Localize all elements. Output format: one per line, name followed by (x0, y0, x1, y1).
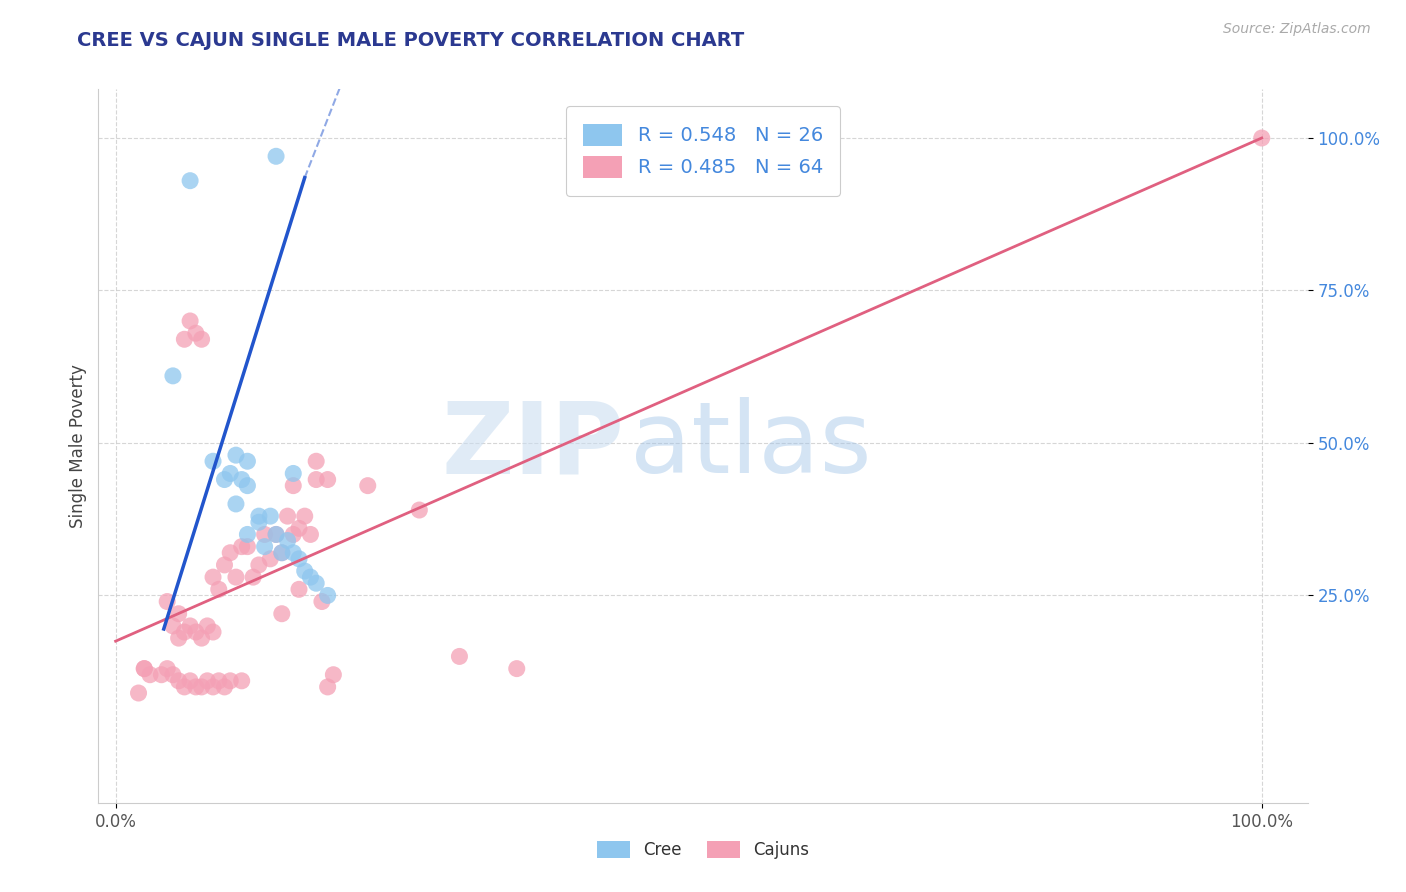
Point (231, 673, 253, 688)
Point (1250, 131, 1272, 145)
Point (506, 662, 529, 676)
Point (311, 594, 333, 608)
Point (162, 667, 184, 681)
Point (316, 680, 339, 694)
Point (283, 467, 305, 481)
Y-axis label: Single Male Poverty: Single Male Poverty (69, 364, 87, 528)
Point (305, 473, 328, 487)
Point (225, 497, 247, 511)
Point (305, 576, 328, 591)
Point (219, 467, 242, 481)
Point (162, 368, 184, 383)
Point (236, 540, 259, 554)
Point (208, 673, 231, 688)
Point (190, 332, 212, 346)
Point (167, 673, 190, 688)
Point (294, 564, 316, 578)
Point (184, 625, 207, 640)
Point (195, 673, 218, 688)
Point (270, 607, 292, 621)
Point (167, 607, 190, 621)
Point (305, 454, 328, 468)
Text: CREE VS CAJUN SINGLE MALE POVERTY CORRELATION CHART: CREE VS CAJUN SINGLE MALE POVERTY CORREL… (77, 31, 745, 50)
Point (195, 619, 218, 633)
Point (236, 478, 259, 492)
Point (259, 551, 281, 566)
Point (322, 667, 344, 681)
Point (225, 570, 247, 584)
Point (316, 589, 339, 603)
Point (270, 546, 292, 560)
Point (288, 582, 311, 597)
Point (208, 582, 231, 597)
Point (134, 662, 156, 676)
Point (202, 454, 225, 468)
Point (242, 570, 264, 584)
Point (150, 667, 173, 681)
Point (214, 473, 236, 487)
Point (259, 509, 281, 524)
Point (283, 478, 305, 492)
Point (247, 509, 270, 524)
Point (264, 527, 287, 541)
Point (247, 515, 270, 529)
Point (231, 473, 253, 487)
Point (202, 625, 225, 640)
Point (449, 649, 471, 664)
Point (288, 521, 311, 535)
Point (128, 686, 150, 700)
Point (162, 619, 184, 633)
Point (173, 680, 195, 694)
Point (408, 503, 430, 517)
Point (156, 662, 179, 676)
Point (357, 478, 380, 492)
Point (167, 631, 190, 645)
Point (179, 314, 201, 328)
Point (173, 332, 195, 346)
Point (219, 546, 242, 560)
Point (173, 625, 195, 640)
Point (202, 570, 225, 584)
Point (247, 558, 270, 572)
Point (179, 174, 201, 188)
Point (270, 546, 292, 560)
Point (299, 570, 322, 584)
Point (294, 509, 316, 524)
Point (190, 680, 212, 694)
Point (214, 558, 236, 572)
Point (283, 527, 305, 541)
Point (184, 680, 207, 694)
Text: Source: ZipAtlas.com: Source: ZipAtlas.com (1223, 22, 1371, 37)
Point (202, 680, 225, 694)
Point (190, 631, 212, 645)
Point (156, 594, 179, 608)
Text: atlas: atlas (630, 398, 872, 494)
Point (299, 527, 322, 541)
Point (179, 673, 201, 688)
Point (253, 527, 276, 541)
Point (236, 454, 259, 468)
Point (277, 509, 299, 524)
Point (134, 662, 156, 676)
Point (264, 149, 287, 163)
Point (179, 619, 201, 633)
Point (184, 326, 207, 341)
Point (236, 527, 259, 541)
Point (231, 540, 253, 554)
Text: ZIP: ZIP (441, 398, 624, 494)
Point (253, 540, 276, 554)
Point (316, 473, 339, 487)
Point (277, 533, 299, 548)
Point (214, 680, 236, 694)
Point (283, 546, 305, 560)
Point (225, 448, 247, 462)
Legend: Cree, Cajuns: Cree, Cajuns (591, 834, 815, 866)
Point (139, 667, 162, 681)
Point (288, 551, 311, 566)
Point (219, 673, 242, 688)
Point (264, 527, 287, 541)
